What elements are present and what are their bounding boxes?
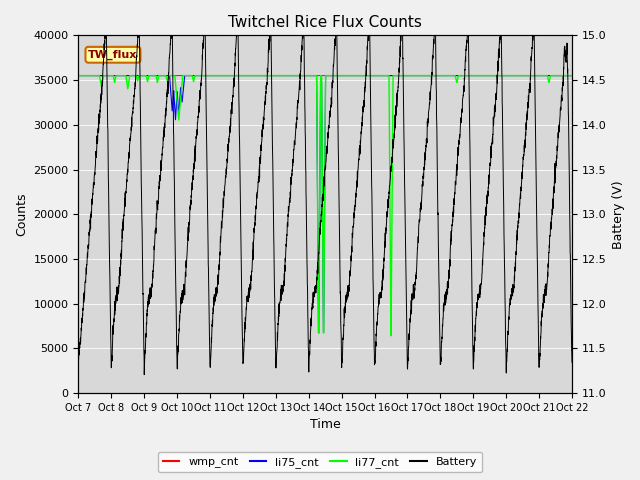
Legend: wmp_cnt, li75_cnt, li77_cnt, Battery: wmp_cnt, li75_cnt, li77_cnt, Battery (158, 452, 482, 472)
Y-axis label: Battery (V): Battery (V) (612, 180, 625, 249)
Title: Twitchel Rice Flux Counts: Twitchel Rice Flux Counts (228, 15, 422, 30)
Y-axis label: Counts: Counts (15, 192, 28, 236)
Text: TW_flux: TW_flux (88, 49, 138, 60)
X-axis label: Time: Time (310, 419, 340, 432)
